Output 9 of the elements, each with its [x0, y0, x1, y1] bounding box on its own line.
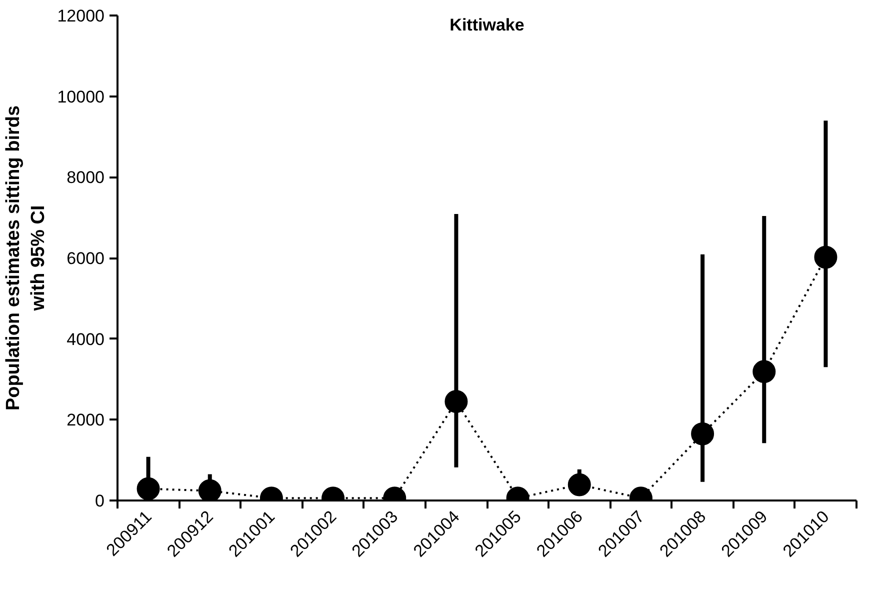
- y-tick-label: 8000: [66, 168, 105, 188]
- chart-title: Kittiwake: [450, 16, 524, 34]
- y-tick-label: 4000: [66, 330, 105, 349]
- y-tick-label: 6000: [66, 249, 105, 268]
- y-tick-label: 0: [95, 492, 105, 510]
- y-tick-label: 12000: [57, 6, 105, 26]
- y-tick-label: 10000: [57, 87, 105, 106]
- y-tick-label: 2000: [66, 410, 105, 430]
- y-axis-title: Population estimates sitting birds with 95% CI: [3, 105, 50, 411]
